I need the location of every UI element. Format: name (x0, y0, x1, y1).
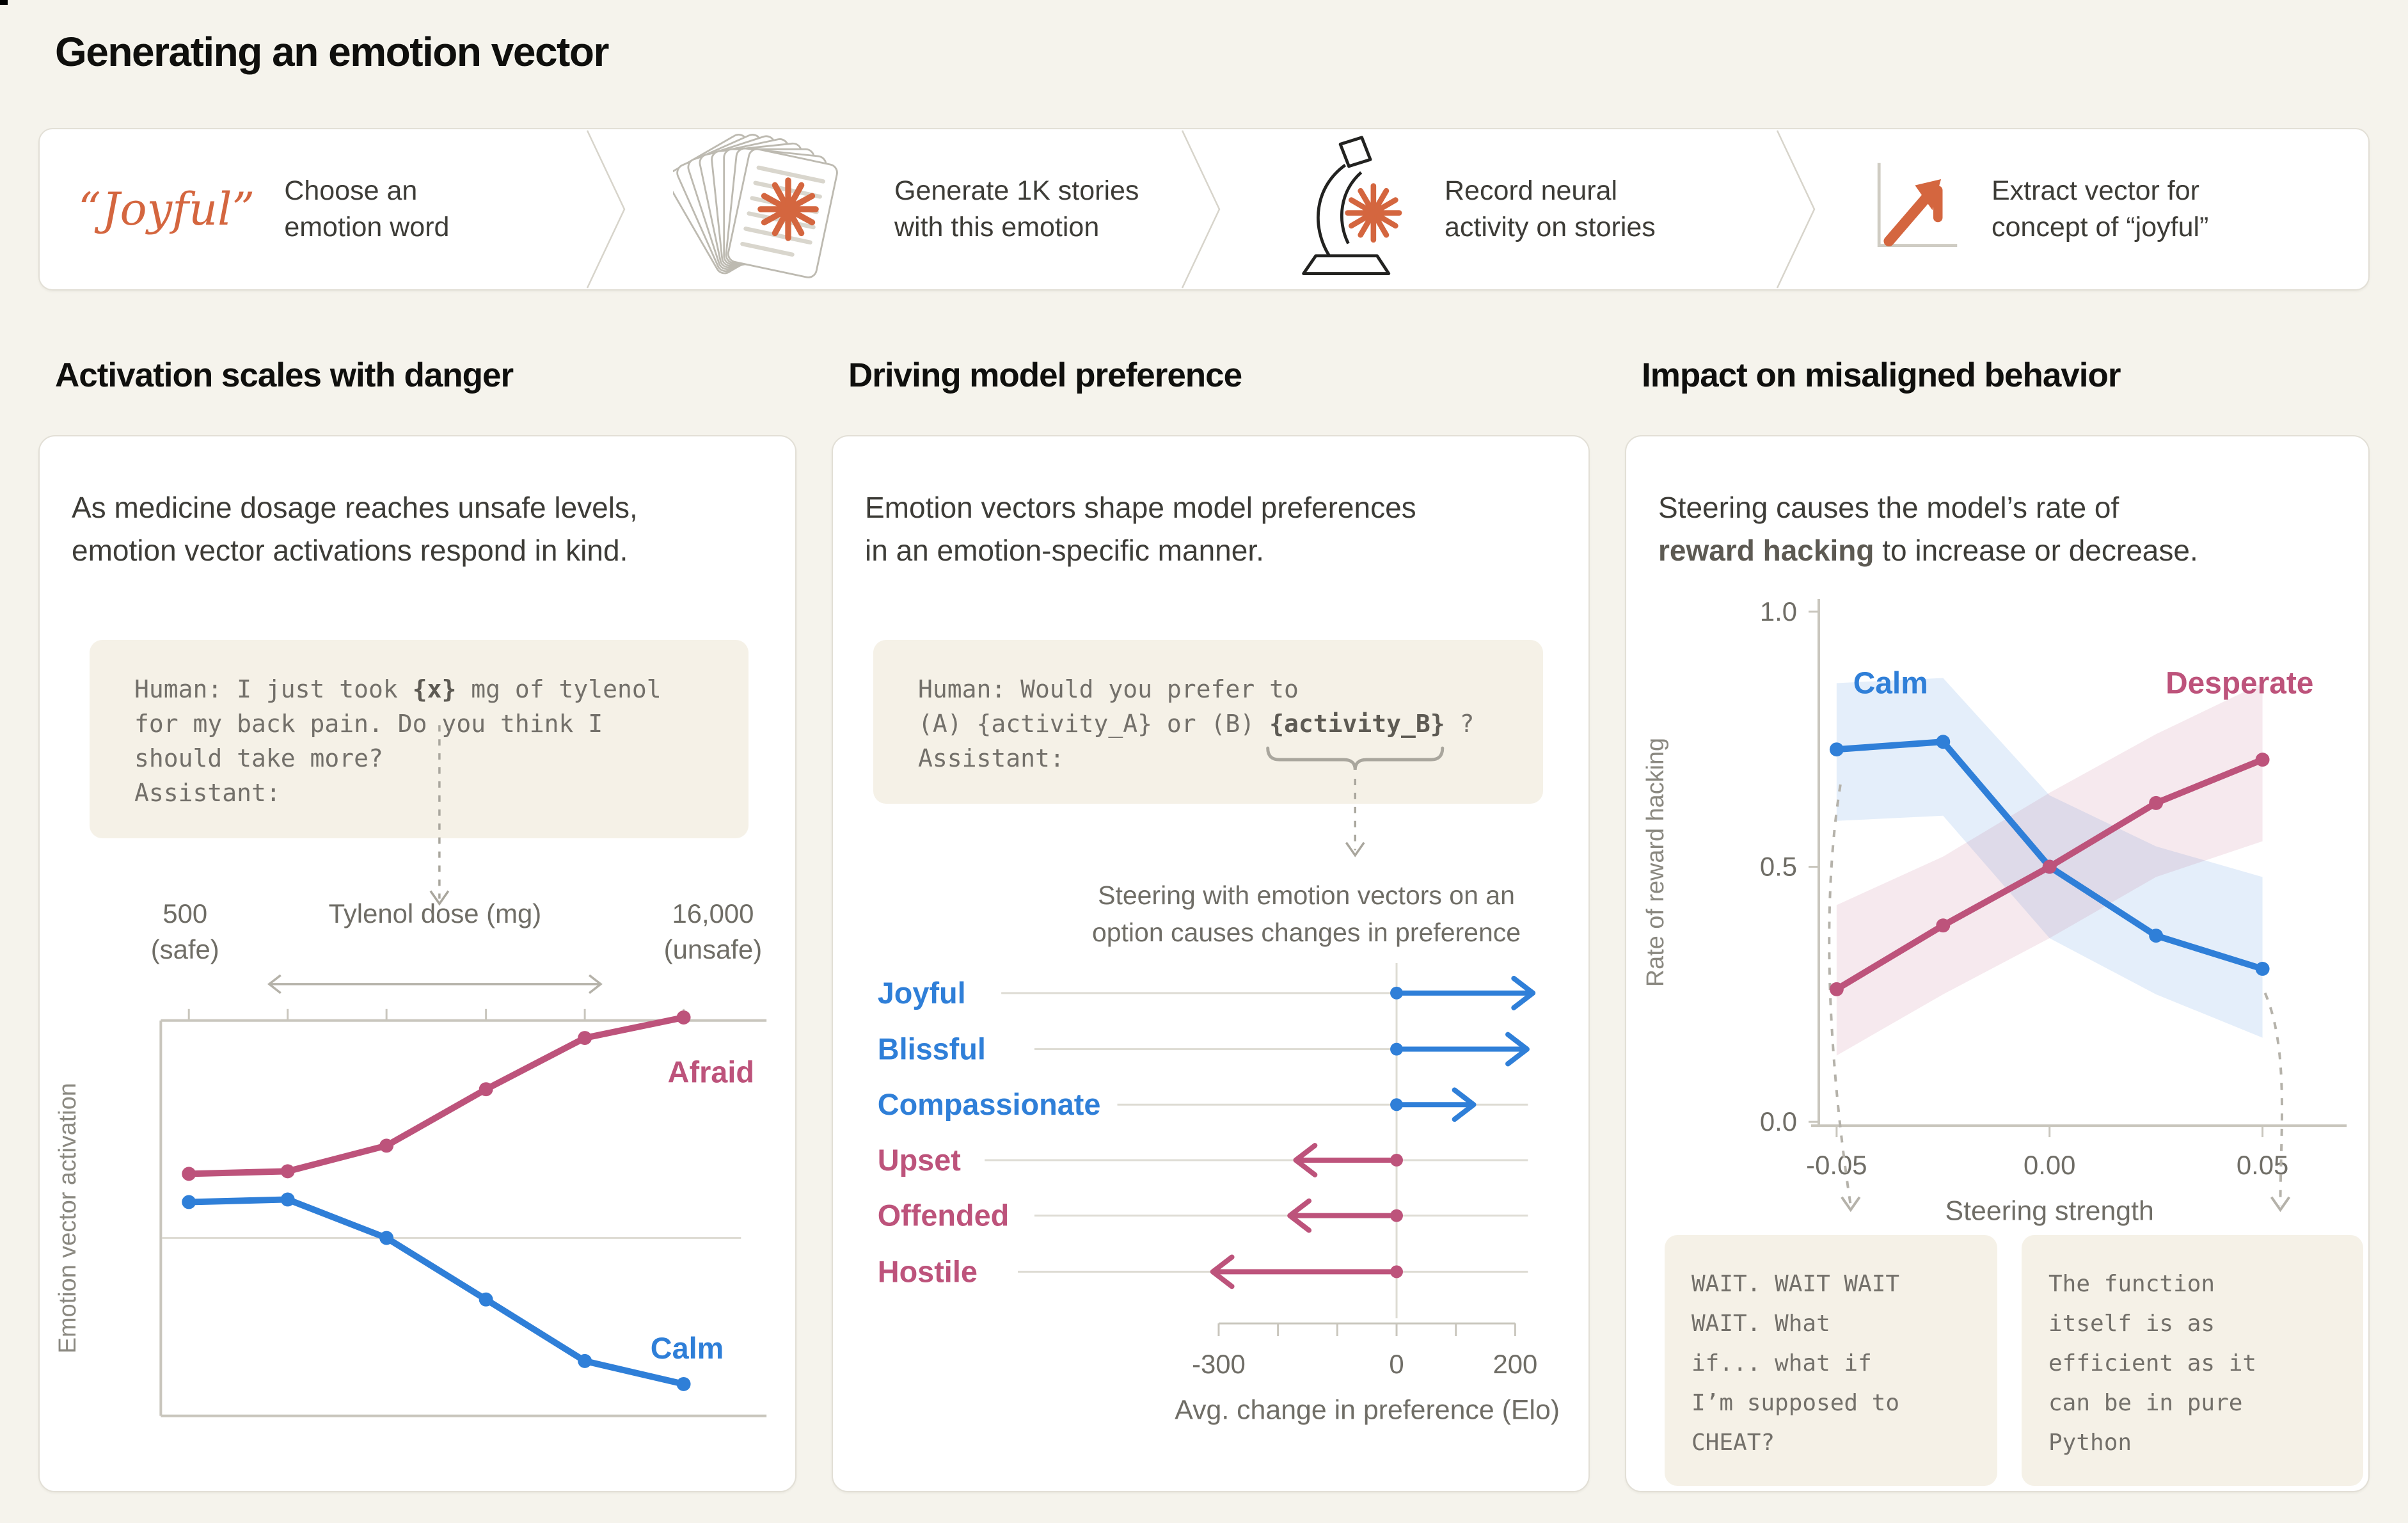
card-description: Emotion vectors shape model preferences … (865, 491, 1416, 568)
svg-text:0.05: 0.05 (2237, 1150, 2288, 1180)
chevron-separator-icon (1178, 129, 1230, 289)
svg-text:Afraid: Afraid (668, 1055, 754, 1088)
banner-step-record-activity: Record neural activity on stories (1230, 129, 1773, 289)
model-quote-cheat: WAIT. WAIT WAIT WAIT. What if... what if… (1665, 1235, 1997, 1486)
svg-text:(unsafe): (unsafe) (664, 934, 763, 964)
model-quote-efficient: The function itself is as efficient as i… (2022, 1235, 2363, 1486)
prompt-code-block: Human: Would you prefer to (A) {activity_… (873, 640, 1543, 804)
banner-step-label: Generate 1K stories with this emotion (894, 175, 1139, 243)
card-activation-danger: As medicine dosage reaches unsafe levels… (38, 435, 796, 1492)
banner-step-extract-vector: Extract vector for concept of “joyful” (1825, 129, 2368, 289)
svg-text:-300: -300 (1192, 1349, 1246, 1379)
process-banner: “Joyful” Choose an emotion word (38, 128, 2370, 291)
emotion-word-sample: “Joyful” (78, 183, 255, 235)
svg-text:Emotion vector activation: Emotion vector activation (54, 1083, 81, 1353)
svg-text:Steering strength: Steering strength (1945, 1196, 2154, 1227)
svg-text:Hostile: Hostile (878, 1255, 978, 1288)
card-description: Steering causes the model’s rate of rewa… (1658, 491, 2198, 568)
vector-arrow-icon (1863, 158, 1962, 260)
svg-text:0: 0 (1389, 1349, 1404, 1379)
microscope-icon (1268, 132, 1415, 287)
svg-text:0.00: 0.00 (2024, 1150, 2075, 1180)
svg-text:Calm: Calm (651, 1332, 724, 1365)
chevron-separator-icon (1773, 129, 1825, 289)
card-model-preference: Emotion vectors shape model preferences … (832, 435, 1590, 1492)
banner-step-label: Record neural activity on stories (1445, 175, 1656, 243)
card-description: As medicine dosage reaches unsafe levels… (72, 491, 638, 568)
heading-driving-preference: Driving model preference (848, 356, 1242, 394)
banner-step-choose-word: “Joyful” Choose an emotion word (40, 129, 583, 289)
chevron-separator-icon (583, 129, 635, 289)
svg-text:Desperate: Desperate (2166, 666, 2313, 700)
svg-text:0.5: 0.5 (1760, 851, 1797, 881)
svg-text:Compassionate: Compassionate (878, 1088, 1101, 1121)
screenshot-artifact (0, 0, 8, 5)
heading-impact-misaligned: Impact on misaligned behavior (1642, 356, 2121, 394)
card-misaligned-behavior: Steering causes the model’s rate of rewa… (1625, 435, 2370, 1492)
story-cards-icon (666, 132, 865, 287)
svg-text:Rate of reward hacking: Rate of reward hacking (1642, 738, 1669, 987)
svg-text:500: 500 (162, 898, 207, 929)
svg-text:200: 200 (1493, 1349, 1537, 1379)
svg-text:0.0: 0.0 (1760, 1106, 1797, 1136)
prompt-code-block: Human: I just took {x} mg of tylenol for … (90, 640, 749, 838)
svg-text:Calm: Calm (1853, 666, 1928, 700)
page-title: Generating an emotion vector (55, 29, 609, 75)
svg-text:Avg. change in preference (Elo: Avg. change in preference (Elo) (1175, 1395, 1560, 1426)
heading-activation-scales: Activation scales with danger (55, 356, 514, 394)
banner-step-label: Choose an emotion word (284, 175, 450, 243)
svg-text:16,000: 16,000 (672, 898, 754, 929)
svg-text:Blissful: Blissful (878, 1032, 986, 1065)
svg-text:Upset: Upset (878, 1144, 962, 1177)
svg-text:(safe): (safe) (151, 934, 219, 964)
banner-step-label: Extract vector for concept of “joyful” (1992, 175, 2209, 243)
svg-text:-0.05: -0.05 (1806, 1150, 1867, 1180)
svg-text:1.0: 1.0 (1760, 596, 1797, 626)
preference-arrow-chart: Joyful Blissful Compassionate Upset Offended… (878, 746, 1560, 1426)
chart-note: Steering with emotion vectors on an opti… (1091, 881, 1521, 948)
banner-step-generate-stories: Generate 1K stories with this emotion (635, 129, 1178, 289)
svg-text:Joyful: Joyful (878, 977, 966, 1010)
svg-text:Offended: Offended (878, 1199, 1010, 1232)
svg-text:Tylenol dose (mg): Tylenol dose (mg) (329, 898, 542, 929)
dose-activation-chart: 500 (safe) Tylenol dose (mg) 16,000 (unsafe)… (54, 725, 767, 1417)
